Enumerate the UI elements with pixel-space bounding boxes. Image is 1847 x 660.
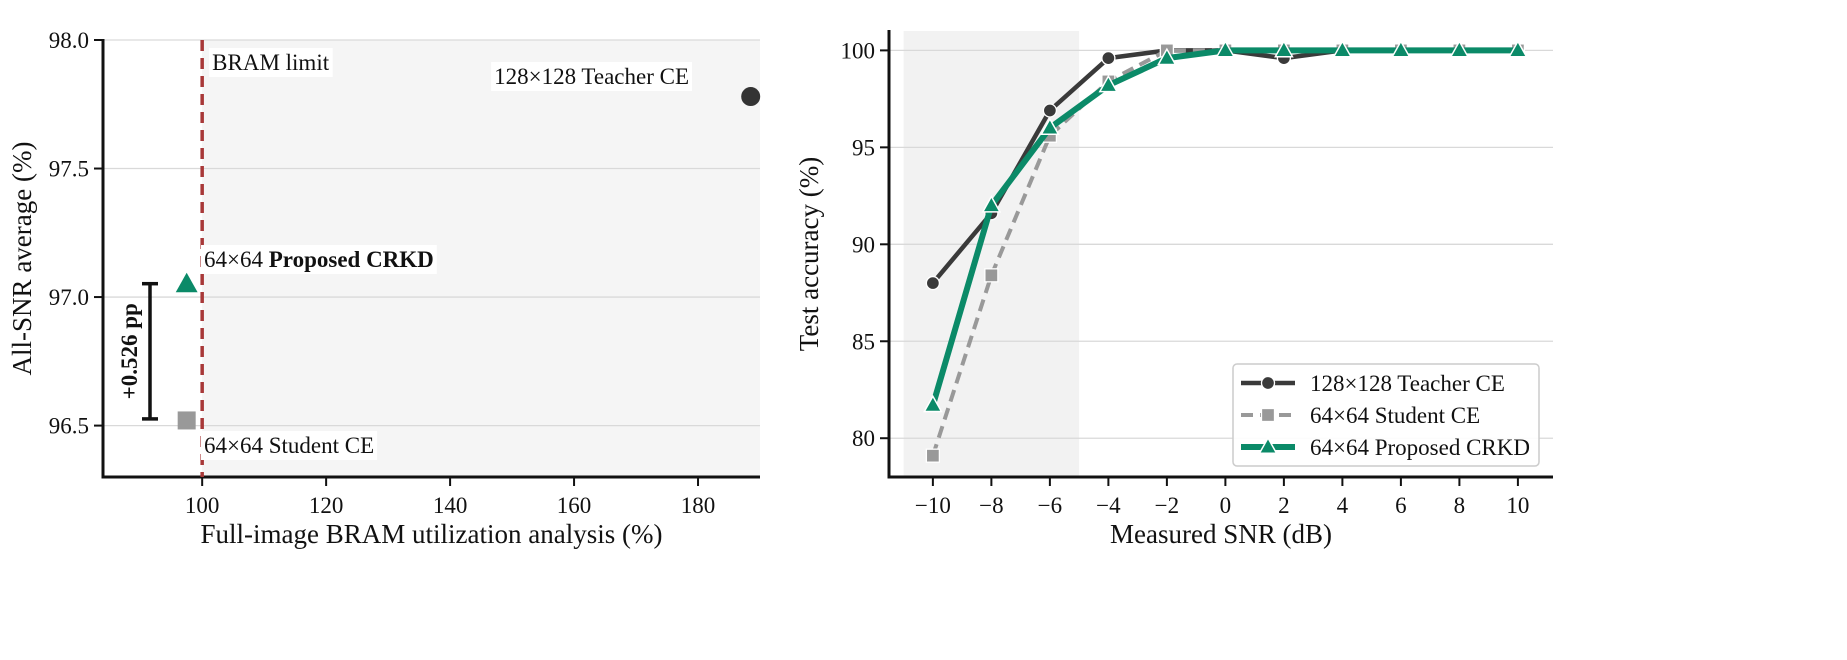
right-x-tick-label: −8: [979, 493, 1003, 518]
data-point: [1098, 74, 1119, 93]
data-point: [1332, 39, 1353, 58]
legend: 128×128 Teacher CE 64×64 Student CE 64×64 …: [1232, 363, 1540, 467]
left-y-ticks: 96.5 97.0 97.5 98.0: [49, 28, 103, 439]
right-x-tick-label: −10: [915, 493, 951, 518]
teacher-ce-point: [741, 87, 761, 107]
data-point: [1040, 117, 1060, 136]
data-point: [1274, 39, 1294, 58]
student-ce-label: 64×64 Student CE: [204, 433, 374, 458]
data-point: [981, 194, 1002, 213]
right-x-tick-label: −6: [1038, 493, 1062, 518]
gain-bracket: +0.526 pp: [117, 281, 158, 421]
left-x-tick-label: 100: [185, 493, 220, 518]
data-point: [925, 275, 941, 291]
right-x-tick-label: −2: [1155, 493, 1179, 518]
proposed-crkd-label-bold: Proposed CRKD: [269, 247, 434, 272]
right-y-ticks: 80 85 90 95 100: [841, 38, 889, 451]
legend-marker: [1260, 407, 1276, 423]
data-point: [1449, 39, 1470, 58]
left-x-tick-label: 160: [557, 493, 592, 518]
right-line-chart: 80 85 90 95 100 −10 −8 −6 −4 −2 0 2 4 6 8 10 128×128 T…: [794, 30, 1553, 549]
left-x-tick-label: 140: [433, 493, 468, 518]
teacher-ce-label: 128×128 Teacher CE: [494, 64, 689, 89]
series-line: [930, 48, 1518, 457]
left-scatter-chart: 96.5 97.0 97.5 98.0 100 120 140 160 180 BRAM li…: [7, 28, 761, 549]
left-y-tick-label: 97.5: [49, 157, 89, 182]
legend-label: 64×64 Student CE: [1310, 403, 1480, 428]
data-point: [1101, 50, 1116, 66]
legend-items: 128×128 Teacher CE 64×64 Student CE 64×64 …: [1241, 371, 1530, 460]
right-y-tick-label: 100: [841, 38, 876, 63]
proposed-crkd-label: 64×64 Proposed CRKD: [204, 247, 434, 272]
left-x-ticks: 100 120 140 160 180: [185, 477, 715, 518]
left-y-tick-label: 97.0: [49, 285, 89, 310]
left-gridlines: [103, 39, 760, 427]
left-x-tick-label: 120: [309, 493, 344, 518]
data-point: [925, 448, 941, 463]
data-point: [1042, 103, 1058, 118]
left-x-tick-label: 180: [681, 493, 716, 518]
right-x-tick-label: 8: [1454, 493, 1466, 518]
data-point: [1508, 39, 1528, 58]
right-y-tick-label: 90: [852, 232, 875, 257]
legend-label: 128×128 Teacher CE: [1310, 371, 1505, 396]
teacher-ce-label-bg: [491, 62, 692, 91]
student-ce-label-bg: [201, 431, 378, 460]
legend-box: [1232, 363, 1540, 467]
left-y-axis-label: All-SNR average (%): [7, 142, 37, 376]
student-ce-point: [177, 411, 196, 430]
right-y-tick-label: 95: [852, 135, 875, 160]
right-y-axis-label: Test accuracy (%): [794, 157, 824, 351]
right-x-tick-label: 6: [1395, 493, 1407, 518]
legend-marker: [1260, 375, 1276, 391]
right-x-tick-label: −4: [1096, 493, 1121, 518]
right-x-axis-label: Measured SNR (dB): [1110, 519, 1332, 549]
bram-limit-label-bg: [209, 48, 333, 77]
right-y-tick-label: 80: [852, 426, 875, 451]
left-x-axis-label: Full-image BRAM utilization analysis (%): [201, 519, 663, 549]
proposed-crkd-point: [175, 272, 198, 293]
legend-marker: [1258, 436, 1278, 455]
right-x-ticks: −10 −8 −6 −4 −2 0 2 4 6 8 10: [915, 477, 1529, 518]
right-x-tick-label: 0: [1220, 493, 1232, 518]
right-x-tick-label: 4: [1337, 493, 1349, 518]
right-y-tick-label: 85: [852, 329, 875, 354]
left-y-tick-label: 96.5: [49, 414, 89, 439]
data-point: [1215, 39, 1236, 58]
proposed-crkd-label-bg: [201, 245, 437, 274]
right-x-tick-label: 10: [1506, 493, 1529, 518]
data-point: [923, 394, 943, 413]
data-point: [1391, 39, 1411, 58]
right-series-group: [923, 39, 1528, 463]
data-point: [1157, 47, 1177, 66]
legend-label: 64×64 Proposed CRKD: [1310, 435, 1530, 460]
gain-label: +0.526 pp: [117, 303, 142, 399]
proposed-crkd-label-prefix: 64×64: [204, 247, 269, 272]
data-point: [984, 268, 999, 283]
right-x-tick-label: 2: [1278, 493, 1290, 518]
left-y-tick-label: 98.0: [49, 28, 89, 53]
bram-limit-label: BRAM limit: [212, 50, 330, 75]
